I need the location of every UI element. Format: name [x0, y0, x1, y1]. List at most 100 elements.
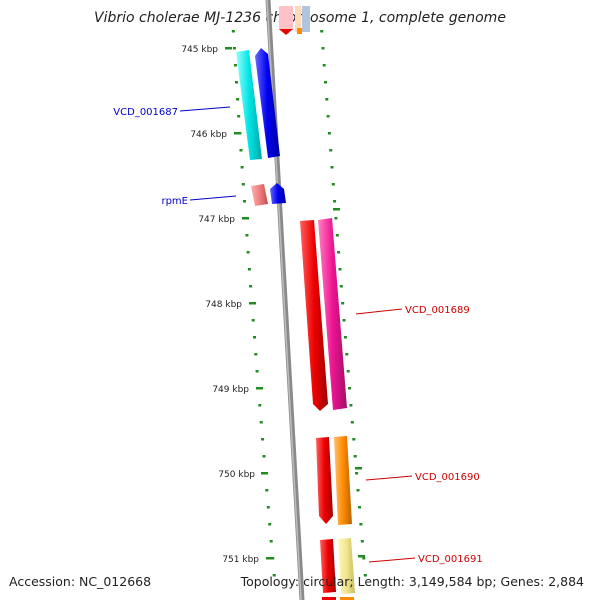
- major-tick-751: [266, 557, 273, 560]
- minor-tick-26: [246, 251, 250, 254]
- gene-vcd001689-magenta: [318, 218, 347, 410]
- tick-label-746: 746 kbp: [190, 130, 227, 140]
- minor-tick-50: [262, 455, 266, 458]
- major-tick-r1: [333, 208, 340, 211]
- minor-tick-0: [231, 30, 235, 33]
- minor-tick-58: [268, 523, 272, 526]
- label-vcd001687[interactable]: VCD_001687: [113, 107, 178, 118]
- major-tick-746: [234, 132, 241, 135]
- minor-tick-46: [259, 421, 263, 424]
- tick-label-745: 745 kbp: [181, 45, 218, 55]
- gene-vcd001691-red-tail: [322, 597, 336, 600]
- minor-tick-45: [349, 404, 353, 407]
- gene-vcd001689-red: [300, 220, 328, 411]
- minor-tick-34: [251, 319, 255, 322]
- major-tick-749: [256, 387, 263, 390]
- minor-tick-36: [253, 336, 256, 339]
- minor-tick-13: [327, 132, 331, 135]
- accession-text: Accession: NC_012668: [9, 574, 152, 589]
- tick-label-748: 748 kbp: [205, 300, 242, 310]
- major-tick-750: [261, 472, 268, 475]
- major-ticks: [225, 47, 365, 560]
- label-vcd001691[interactable]: VCD_001691: [418, 554, 483, 565]
- minor-tick-17: [330, 166, 334, 169]
- minor-tick-56: [266, 506, 270, 509]
- gene-rpme-salmon: [251, 184, 268, 206]
- minor-tick-16: [240, 166, 244, 169]
- major-tick-745: [225, 47, 232, 50]
- minor-tick-24: [245, 234, 249, 237]
- minor-tick-25: [335, 234, 339, 237]
- minor-tick-57: [358, 506, 361, 509]
- label-rpme[interactable]: rpmE: [161, 196, 188, 207]
- minor-tick-3: [321, 47, 325, 50]
- gene-top-lightblue: [302, 6, 310, 32]
- minor-tick-4: [233, 64, 237, 67]
- minor-tick-19: [331, 183, 335, 186]
- minor-tick-43: [348, 387, 351, 390]
- minor-tick-48: [261, 438, 265, 441]
- gene-vcd001691-orange-tail: [340, 597, 354, 600]
- minor-tick-64: [272, 574, 276, 577]
- minor-tick-65: [363, 574, 367, 577]
- minor-tick-18: [241, 183, 245, 186]
- minor-tick-60: [269, 540, 273, 543]
- minor-tick-54: [265, 489, 269, 492]
- minor-tick-61: [360, 540, 364, 543]
- major-tick-748: [249, 302, 256, 305]
- gene-vcd001691-khaki: [338, 538, 355, 594]
- minor-tick-9: [325, 98, 329, 101]
- label-vcd001689[interactable]: VCD_001689: [405, 305, 470, 316]
- gene-top-orange: [297, 28, 302, 34]
- minor-tick-35: [342, 319, 346, 322]
- gene-vcd001687-cyan: [236, 50, 262, 160]
- genome-summary-text: Topology: circular; Length: 3,149,584 bp…: [240, 574, 584, 589]
- gene-vcd001691-red: [320, 539, 336, 593]
- gene-top-cluster: [279, 6, 310, 35]
- minor-tick-1: [320, 30, 324, 33]
- minor-tick-39: [345, 353, 349, 356]
- gene-vcd001690-red: [316, 437, 333, 524]
- minor-tick-6: [235, 81, 238, 84]
- tick-label-747: 747 kbp: [198, 215, 235, 225]
- leader-rpme: [189, 195, 237, 201]
- minor-tick-59: [359, 523, 363, 526]
- minor-tick-2: [232, 47, 236, 50]
- minor-tick-14: [239, 149, 243, 152]
- minor-tick-10: [237, 115, 241, 118]
- minor-tick-27: [337, 251, 341, 254]
- minor-tick-28: [247, 268, 251, 271]
- minor-tick-7: [324, 81, 327, 84]
- minor-tick-30: [249, 285, 253, 288]
- minor-tick-47: [350, 421, 354, 424]
- leader-vcd001687: [179, 106, 231, 112]
- minor-tick-63: [362, 557, 366, 560]
- minor-tick-5: [322, 64, 326, 67]
- minor-tick-29: [338, 268, 342, 271]
- leader-vcd001691: [368, 557, 416, 563]
- minor-tick-51: [353, 455, 357, 458]
- label-vcd001690[interactable]: VCD_001690: [415, 472, 480, 483]
- minor-tick-15: [329, 149, 333, 152]
- minor-tick-53: [355, 472, 359, 475]
- gene-rpme-blue: [270, 183, 286, 204]
- gene-vcd001687-blue: [255, 48, 280, 158]
- minor-tick-21: [333, 200, 337, 203]
- tick-label-749: 749 kbp: [212, 385, 249, 395]
- minor-tick-38: [254, 353, 258, 356]
- major-tick-r2: [355, 467, 362, 470]
- minor-tick-49: [352, 438, 356, 441]
- minor-tick-44: [258, 404, 262, 407]
- leader-vcd001689: [355, 308, 403, 315]
- tick-label-750: 750 kbp: [218, 470, 255, 480]
- minor-tick-20: [243, 200, 246, 203]
- minor-tick-8: [236, 98, 240, 101]
- minor-tick-41: [346, 370, 350, 373]
- minor-tick-55: [356, 489, 360, 492]
- gene-top-peach: [295, 6, 301, 32]
- minor-tick-37: [343, 336, 347, 339]
- gene-top-pink: [279, 6, 293, 30]
- minor-tick-40: [255, 370, 259, 373]
- gene-top-red-arrow: [279, 29, 293, 35]
